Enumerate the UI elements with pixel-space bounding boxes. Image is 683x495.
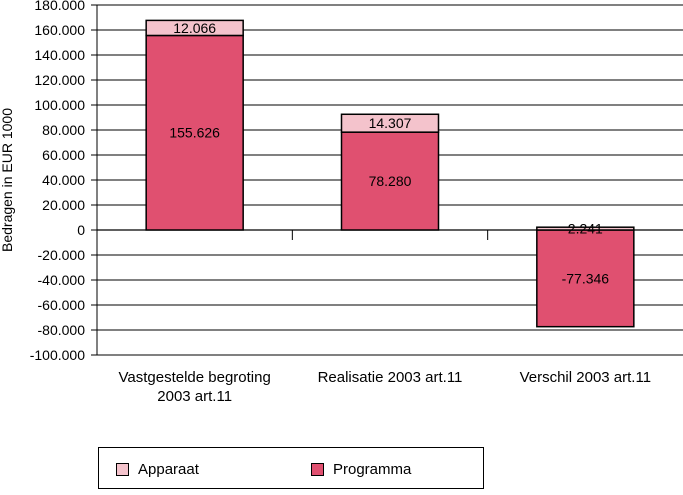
category-labels: Vastgestelde begroting 2003 art.11 Realisa…: [118, 369, 651, 405]
category-label: Realisatie 2003 art.11: [318, 369, 463, 386]
bar-apparaat: [536, 226, 635, 231]
y-tick-label: -80.000: [38, 322, 86, 338]
legend-swatch-apparaat: [116, 462, 129, 476]
y-tick-label: 140.000: [34, 47, 85, 63]
legend-label-programma: Programma: [333, 460, 412, 478]
bar-apparaat: [340, 113, 440, 133]
y-tick-label: 60.000: [42, 147, 85, 163]
y-tick-label: 80.000: [42, 122, 85, 138]
legend-swatch-programma: [311, 462, 324, 476]
bar-apparaat: [145, 19, 244, 37]
y-tick-label: 160.000: [34, 22, 85, 38]
category-label: Vastgestelde begroting: [118, 369, 270, 386]
bar-programma: [340, 131, 440, 231]
y-tick-label: -100.000: [30, 347, 85, 363]
y-tick-label: 120.000: [34, 72, 85, 88]
y-tick-label: 40.000: [42, 172, 85, 188]
y-tick-label: 100.000: [34, 97, 85, 113]
bar-label-apparaat: 14.307: [369, 115, 412, 131]
y-tick-label: -40.000: [38, 272, 86, 288]
legend: Apparaat Programma: [98, 447, 484, 489]
bar-label-programma: -77.346: [562, 270, 610, 286]
y-axis-label: Bedragen in EUR 1000: [0, 108, 15, 252]
bar-programma: [536, 229, 635, 328]
y-tick-label: 20.000: [42, 197, 85, 213]
y-tick-label: 180.000: [34, 0, 85, 13]
bar-chart: 180.000 160.000 140.000 120.000 100.000 80.00…: [0, 0, 683, 405]
category-label: 2003 art.11: [157, 388, 232, 405]
y-tick-label: -60.000: [38, 297, 86, 313]
legend-item-apparaat: Apparaat: [116, 448, 199, 490]
bar-label-programma: 155.626: [169, 125, 220, 141]
bar-value-labels: 155.626 12.066 78.280 14.307 -77.346 2.241: [169, 20, 609, 286]
legend-label-apparaat: Apparaat: [138, 460, 199, 478]
bars: [145, 19, 635, 328]
legend-item-programma: Programma: [311, 448, 411, 490]
bar-label-apparaat: 12.066: [173, 20, 216, 36]
y-tick-label: 0: [77, 222, 85, 238]
bar-label-apparaat: 2.241: [568, 221, 603, 237]
bar-label-programma: 78.280: [369, 173, 412, 189]
y-tick-label: -20.000: [38, 247, 86, 263]
y-tick-labels: 180.000 160.000 140.000 120.000 100.000 80.00…: [30, 0, 85, 363]
category-label: Verschil 2003 art.11: [520, 369, 651, 386]
